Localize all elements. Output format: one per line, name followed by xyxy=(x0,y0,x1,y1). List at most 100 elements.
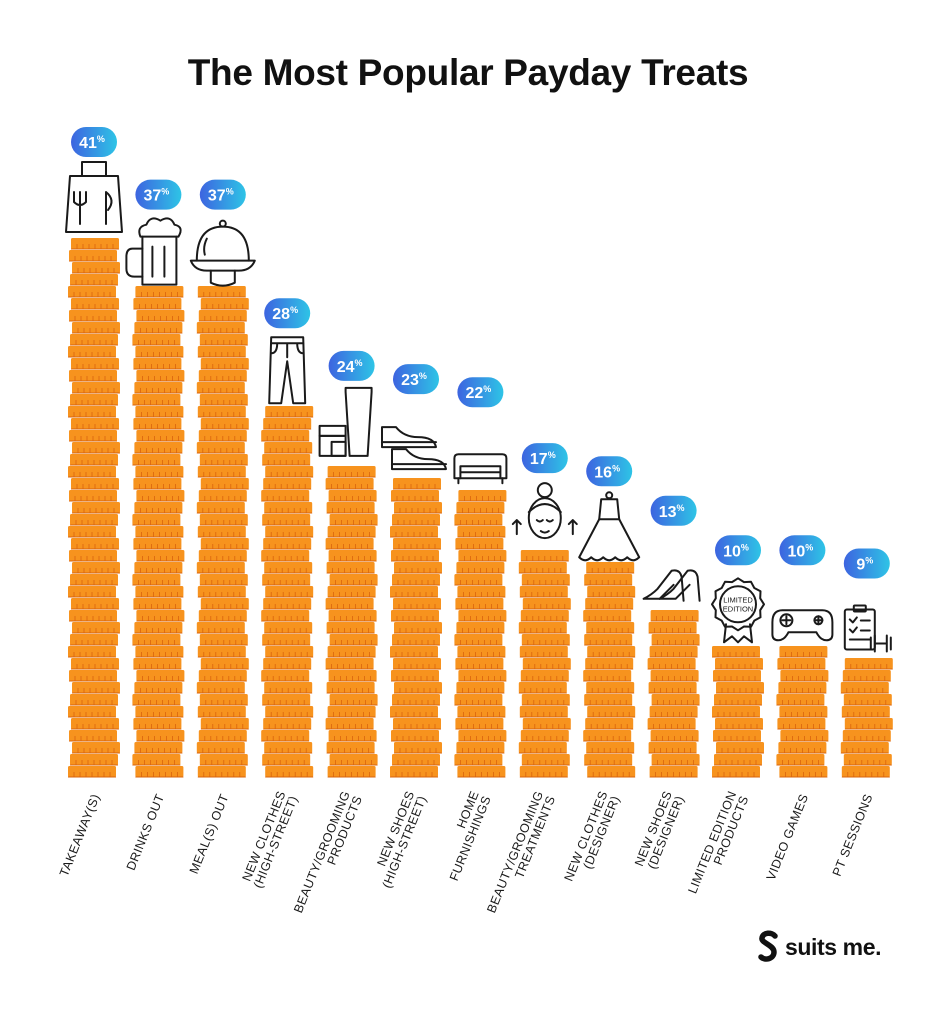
coin xyxy=(327,586,376,598)
coin xyxy=(651,754,700,766)
coin xyxy=(519,646,568,658)
bar-8 xyxy=(518,550,571,778)
coin xyxy=(70,694,118,706)
coin xyxy=(69,250,117,262)
coin xyxy=(133,658,182,670)
coin xyxy=(583,610,632,622)
value-badge: 37% xyxy=(135,179,182,210)
coin xyxy=(70,334,118,346)
coin xyxy=(196,682,245,694)
coin xyxy=(519,706,568,718)
coin xyxy=(393,658,441,670)
coin xyxy=(391,550,439,562)
coin xyxy=(136,490,185,502)
coin xyxy=(197,526,246,538)
coin xyxy=(263,658,312,670)
coin xyxy=(68,406,116,418)
coin xyxy=(196,322,245,334)
coin xyxy=(841,706,890,718)
coin xyxy=(778,682,827,694)
coin xyxy=(840,742,889,754)
coin xyxy=(394,502,442,514)
coin xyxy=(136,550,185,562)
coin xyxy=(391,610,439,622)
value-badge: 10% xyxy=(779,535,826,566)
bar-5 xyxy=(325,466,378,778)
category-label: MEAL(S) OUT xyxy=(187,792,232,876)
bar-7 xyxy=(454,490,507,778)
coin xyxy=(72,682,120,694)
coin xyxy=(394,562,442,574)
coin xyxy=(651,634,700,646)
coin xyxy=(520,550,569,562)
coin xyxy=(454,514,503,526)
coin xyxy=(392,754,440,766)
coin xyxy=(262,634,311,646)
coin xyxy=(132,394,181,406)
cosmetics-icon xyxy=(318,386,373,457)
bar-9 xyxy=(583,562,636,778)
coin xyxy=(390,766,438,778)
category-label: BEAUTY/GROOMINGTREATMENTS xyxy=(484,789,558,920)
coin xyxy=(262,454,311,466)
coin xyxy=(844,718,893,730)
coin xyxy=(454,754,503,766)
coin xyxy=(71,598,119,610)
coin xyxy=(263,538,312,550)
coin xyxy=(70,754,118,766)
coin xyxy=(68,586,116,598)
value-badge: 41% xyxy=(71,127,117,157)
coin xyxy=(390,526,438,538)
coin xyxy=(392,634,440,646)
coin xyxy=(262,694,311,706)
coin xyxy=(456,562,505,574)
coin xyxy=(70,574,118,586)
coin xyxy=(133,298,182,310)
coin xyxy=(71,358,119,370)
coin xyxy=(200,538,249,550)
coin xyxy=(715,658,763,670)
coin xyxy=(457,646,506,658)
coin xyxy=(586,622,635,634)
coin xyxy=(840,682,889,694)
coin xyxy=(394,622,442,634)
coin xyxy=(455,598,504,610)
coin xyxy=(69,370,117,382)
coin xyxy=(649,646,698,658)
coin xyxy=(71,658,119,670)
coin xyxy=(72,322,120,334)
coin xyxy=(392,514,440,526)
category-label: LIMITED EDITIONPRODUCTS xyxy=(685,789,751,901)
coin xyxy=(135,286,184,298)
bar-2 xyxy=(132,286,185,778)
coin xyxy=(779,646,828,658)
coin xyxy=(456,742,505,754)
coin xyxy=(261,670,310,682)
coin xyxy=(199,574,248,586)
coin xyxy=(520,730,569,742)
coin xyxy=(265,406,314,418)
value-badge: 24% xyxy=(328,350,375,381)
coin xyxy=(264,682,313,694)
coin xyxy=(327,466,376,478)
coin xyxy=(328,550,377,562)
coin xyxy=(263,598,312,610)
bar-12 xyxy=(776,646,829,778)
coin xyxy=(70,634,118,646)
coin xyxy=(841,766,890,778)
coin xyxy=(197,406,246,418)
coin xyxy=(135,586,184,598)
coin xyxy=(200,718,249,730)
category-label: NEW SHOES(DESIGNER) xyxy=(632,789,687,873)
coin xyxy=(196,742,245,754)
value-badge: 9% xyxy=(843,548,890,579)
dress-icon xyxy=(578,491,641,562)
coin xyxy=(262,574,311,586)
coin xyxy=(458,550,507,562)
coin xyxy=(392,574,440,586)
coin xyxy=(390,706,438,718)
coin xyxy=(133,538,182,550)
coin xyxy=(197,346,246,358)
